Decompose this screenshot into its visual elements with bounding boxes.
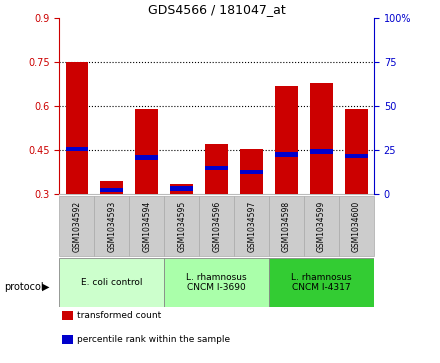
- FancyBboxPatch shape: [304, 196, 339, 256]
- Bar: [205, 144, 228, 194]
- Bar: [66, 62, 88, 194]
- Bar: [100, 188, 123, 192]
- FancyBboxPatch shape: [164, 196, 199, 256]
- Title: GDS4566 / 181047_at: GDS4566 / 181047_at: [148, 3, 286, 16]
- FancyBboxPatch shape: [94, 196, 129, 256]
- Text: GSM1034594: GSM1034594: [142, 200, 151, 252]
- Text: GSM1034600: GSM1034600: [352, 200, 361, 252]
- Bar: [100, 181, 123, 194]
- Bar: [310, 83, 333, 194]
- Text: GSM1034593: GSM1034593: [107, 200, 116, 252]
- FancyBboxPatch shape: [129, 196, 164, 256]
- FancyBboxPatch shape: [339, 196, 374, 256]
- Text: protocol: protocol: [4, 282, 44, 292]
- Text: GSM1034599: GSM1034599: [317, 200, 326, 252]
- Bar: [345, 109, 368, 194]
- FancyBboxPatch shape: [164, 258, 269, 307]
- Text: L. rhamnosus
CNCM I-3690: L. rhamnosus CNCM I-3690: [187, 273, 247, 292]
- Text: GSM1034592: GSM1034592: [72, 200, 81, 252]
- FancyBboxPatch shape: [59, 258, 164, 307]
- Text: GSM1034596: GSM1034596: [212, 200, 221, 252]
- Text: ▶: ▶: [42, 282, 50, 292]
- Bar: [170, 186, 193, 191]
- Text: transformed count: transformed count: [77, 311, 161, 320]
- Text: percentile rank within the sample: percentile rank within the sample: [77, 335, 230, 344]
- Bar: [66, 147, 88, 151]
- Text: E. coli control: E. coli control: [81, 278, 143, 287]
- Bar: [170, 184, 193, 194]
- Bar: [136, 109, 158, 194]
- Bar: [240, 170, 263, 174]
- FancyBboxPatch shape: [269, 196, 304, 256]
- Bar: [275, 86, 298, 194]
- FancyBboxPatch shape: [234, 196, 269, 256]
- FancyBboxPatch shape: [199, 196, 234, 256]
- Text: GSM1034595: GSM1034595: [177, 200, 186, 252]
- FancyBboxPatch shape: [59, 196, 94, 256]
- Text: GSM1034597: GSM1034597: [247, 200, 256, 252]
- Bar: [136, 155, 158, 160]
- Bar: [275, 152, 298, 157]
- Text: L. rhamnosus
CNCM I-4317: L. rhamnosus CNCM I-4317: [291, 273, 352, 292]
- Bar: [310, 150, 333, 154]
- Text: GSM1034598: GSM1034598: [282, 200, 291, 252]
- Bar: [205, 166, 228, 170]
- FancyBboxPatch shape: [269, 258, 374, 307]
- Bar: [240, 149, 263, 194]
- Bar: [345, 154, 368, 158]
